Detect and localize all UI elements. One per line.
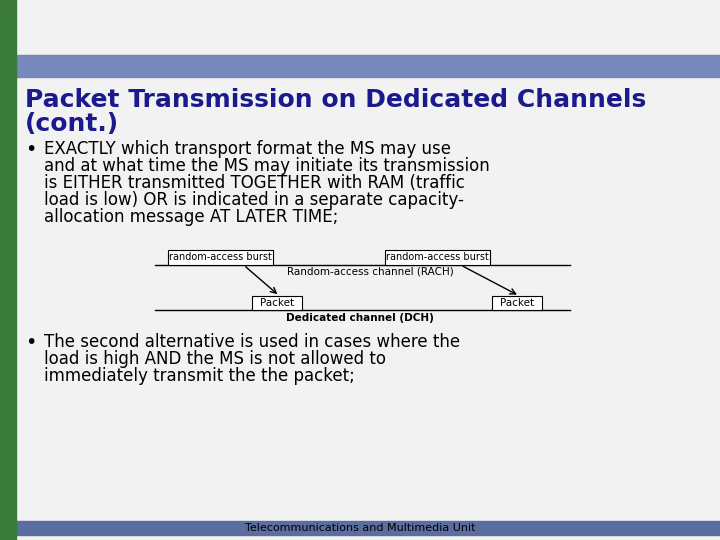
Bar bbox=[0, 0, 16, 540]
Text: Random-access channel (RACH): Random-access channel (RACH) bbox=[287, 267, 454, 277]
Bar bbox=[492, 296, 542, 310]
Text: Packet: Packet bbox=[260, 298, 294, 308]
Text: The second alternative is used in cases where the: The second alternative is used in cases … bbox=[44, 333, 460, 351]
Bar bbox=[16, 55, 720, 77]
Bar bbox=[168, 250, 273, 265]
Text: EXACTLY which transport format the MS may use: EXACTLY which transport format the MS ma… bbox=[44, 140, 451, 158]
Bar bbox=[385, 250, 490, 265]
Text: Packet Transmission on Dedicated Channels: Packet Transmission on Dedicated Channel… bbox=[25, 88, 647, 112]
Text: is EITHER transmitted TOGETHER with RAM (traffic: is EITHER transmitted TOGETHER with RAM … bbox=[44, 174, 465, 192]
Text: (cont.): (cont.) bbox=[25, 112, 119, 136]
Text: •: • bbox=[25, 333, 37, 352]
Text: load is low) OR is indicated in a separate capacity-: load is low) OR is indicated in a separa… bbox=[44, 191, 464, 209]
Bar bbox=[16, 521, 720, 535]
Text: and at what time the MS may initiate its transmission: and at what time the MS may initiate its… bbox=[44, 157, 490, 175]
Text: Dedicated channel (DCH): Dedicated channel (DCH) bbox=[286, 313, 434, 323]
Text: load is high AND the MS is not allowed to: load is high AND the MS is not allowed t… bbox=[44, 350, 386, 368]
Text: Packet: Packet bbox=[500, 298, 534, 308]
Bar bbox=[252, 296, 302, 310]
Text: •: • bbox=[25, 140, 37, 159]
Text: random-access burst: random-access burst bbox=[169, 253, 272, 262]
Text: Telecommunications and Multimedia Unit: Telecommunications and Multimedia Unit bbox=[245, 523, 475, 533]
Text: random-access burst: random-access burst bbox=[386, 253, 489, 262]
Text: immediately transmit the the packet;: immediately transmit the the packet; bbox=[44, 367, 355, 385]
Text: allocation message AT LATER TIME;: allocation message AT LATER TIME; bbox=[44, 208, 338, 226]
